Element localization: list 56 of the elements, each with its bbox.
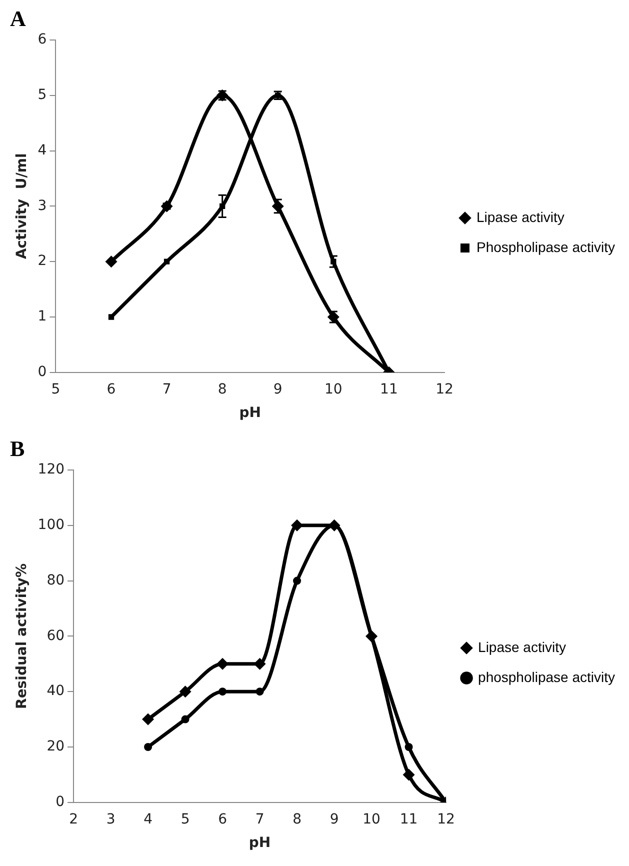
y-tick-label: 4	[38, 142, 47, 158]
point	[256, 688, 264, 696]
chart-title: A	[10, 6, 26, 32]
point	[181, 715, 190, 724]
x-tick-label: 6	[106, 381, 116, 398]
y-tick-label: 1	[38, 308, 47, 325]
point	[218, 688, 227, 696]
point	[160, 200, 173, 212]
legend-label: Lipase activity	[476, 208, 564, 225]
y-axis-title: Activity U/ml	[14, 153, 30, 260]
point	[105, 256, 118, 268]
point	[108, 314, 114, 320]
x-tick-label: 7	[162, 381, 172, 398]
y-tick-label: 60	[46, 628, 65, 644]
point	[179, 686, 192, 698]
x-tick-label: 11	[380, 381, 398, 398]
y-tick-label: 120	[38, 462, 65, 478]
y-tick-label: 6	[38, 32, 47, 48]
x-tick-label: 5	[180, 811, 190, 828]
point	[254, 658, 266, 670]
x-axis-title: pH	[248, 835, 271, 852]
point	[404, 743, 413, 751]
legend-label: phospholipase activity	[478, 668, 616, 685]
x-tick-label: 6	[218, 811, 228, 828]
y-tick-label: 0	[38, 364, 47, 380]
x-tick-label: 2	[69, 811, 78, 828]
x-tick-label: 9	[330, 811, 339, 828]
y-tick-label: 5	[38, 87, 47, 104]
x-tick-label: 3	[106, 811, 116, 828]
y-tick-label: 80	[46, 572, 65, 588]
y-axis-title: Residual activity%	[14, 563, 30, 709]
point	[402, 768, 415, 781]
x-tick-label: 7	[255, 811, 264, 828]
x-tick-label: 9	[273, 381, 282, 398]
y-tick-label: 20	[46, 738, 65, 755]
y-tick-label: 40	[46, 683, 65, 700]
chart-title: B	[10, 436, 25, 462]
x-tick-label: 12	[437, 811, 455, 828]
point	[164, 258, 170, 264]
y-tick-label: 0	[56, 794, 65, 810]
legend-label: Lipase activity	[478, 638, 566, 655]
x-tick-label: 8	[218, 381, 227, 398]
x-tick-label: 12	[436, 381, 454, 398]
y-tick-label: 100	[38, 517, 65, 534]
x-tick-label: 11	[400, 811, 418, 828]
x-tick-label: 8	[292, 811, 302, 828]
legend-label: Phospholipase activity	[476, 238, 616, 255]
y-tick-label: 3	[38, 198, 47, 214]
point	[142, 713, 154, 726]
y-tick-label: 2	[38, 253, 47, 270]
x-tick-label: 10	[362, 811, 380, 828]
point	[144, 743, 152, 751]
x-tick-label: 10	[324, 381, 342, 398]
point	[293, 576, 302, 585]
x-tick-label: 4	[144, 811, 153, 828]
x-axis-title: pH	[239, 405, 261, 422]
